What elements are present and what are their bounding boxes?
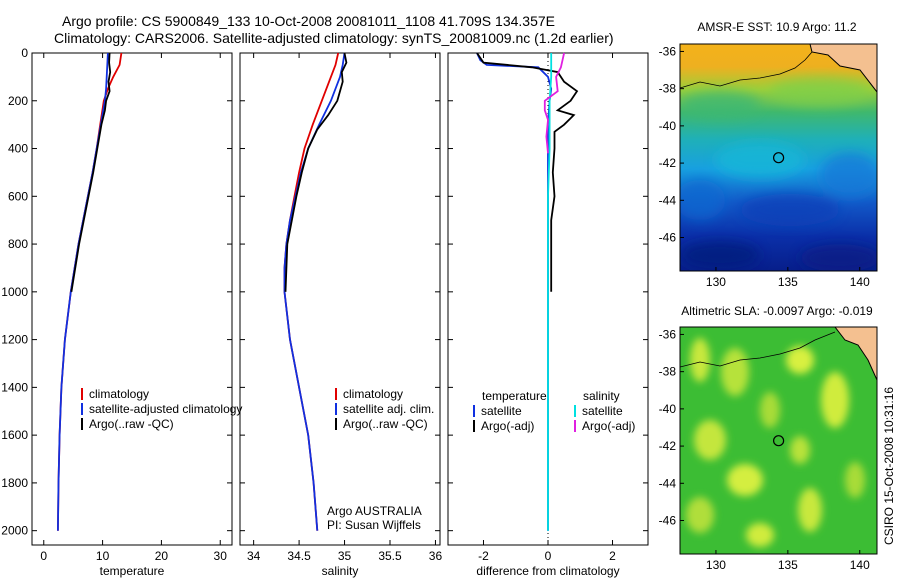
x-tick-label: 140 (850, 275, 870, 289)
series-line-1 (57, 52, 123, 531)
y-tick-label: 800 (8, 237, 28, 251)
legend-label: satellite adj. clim. (343, 402, 434, 416)
legend-label: Argo(..raw -QC) (343, 417, 428, 431)
x-tick-label: 10 (96, 549, 110, 563)
sst-map-title: AMSR-E SST: 10.9 Argo: 11.2 (697, 20, 857, 34)
y-tick-label: -42 (659, 439, 677, 453)
sla-map-title: Altimetric SLA: -0.0097 Argo: -0.019 (681, 304, 873, 318)
y-tick-label: 1200 (1, 333, 28, 347)
annotation-text: PI: Susan Wijffels (327, 518, 421, 532)
y-tick-label: -40 (659, 119, 677, 133)
series-line-1 (476, 52, 553, 531)
series-line-2 (57, 52, 109, 531)
y-tick-label: -46 (659, 231, 677, 245)
x-axis-label: temperature (100, 564, 165, 578)
y-tick-label: -42 (659, 156, 677, 170)
x-tick-label: 30 (214, 549, 228, 563)
header-line-2: Climatology: CARS2006. Satellite-adjuste… (54, 30, 614, 46)
x-tick-label: 36 (429, 549, 443, 563)
legend-label: satellite (582, 404, 623, 418)
y-tick-label: 400 (8, 142, 28, 156)
y-tick-label: 600 (8, 189, 28, 203)
y-tick-label: 1600 (1, 428, 28, 442)
y-tick-label: 1800 (1, 476, 28, 490)
legend-label: Argo(..raw -QC) (89, 417, 174, 431)
series-line-2 (283, 52, 346, 531)
y-tick-label: 1400 (1, 380, 28, 394)
series-line-3 (284, 52, 348, 292)
series-line-3 (70, 52, 112, 292)
x-tick-label: 20 (155, 549, 169, 563)
y-tick-label: -46 (659, 514, 677, 528)
y-tick-label: -44 (659, 193, 677, 207)
plot-frame (31, 52, 233, 546)
x-tick-label: 130 (706, 275, 726, 289)
x-tick-label: -2 (478, 549, 489, 563)
y-tick-label: 200 (8, 94, 28, 108)
x-tick-label: 35 (338, 549, 352, 563)
x-axis-label: salinity (322, 564, 359, 578)
x-tick-label: 34 (247, 549, 261, 563)
x-axis-label: difference from climatology (476, 564, 619, 578)
y-tick-label: -36 (659, 327, 677, 341)
x-tick-label: 130 (706, 558, 726, 572)
y-tick-label: -44 (659, 476, 677, 490)
legend-label: satellite (481, 404, 522, 418)
series-line-2 (476, 52, 579, 292)
plot-frame (239, 52, 441, 546)
x-tick-label: 135 (778, 275, 798, 289)
profile-panel-2: 34 34.5 35 35.5 36 salinity climatologysatelli… (239, 52, 443, 578)
y-tick-label: -38 (659, 365, 677, 379)
profile-panel-1: 0 10 20 30 temperature 0 200 400 600 800 1000 1200 1… (1, 46, 242, 578)
legend-label: satellite-adjusted climatology (89, 402, 242, 416)
legend-label: temperature (482, 389, 547, 403)
y-tick-label: 1000 (1, 285, 28, 299)
y-tick-label: 2000 (1, 524, 28, 538)
series-line-4 (543, 52, 565, 154)
y-tick-label: -38 (659, 82, 677, 96)
legend-label: salinity (583, 389, 620, 403)
x-tick-label: 0 (40, 549, 47, 563)
x-tick-label: 135 (778, 558, 798, 572)
legend-label: Argo(-adj) (582, 419, 635, 433)
x-tick-label: 0 (545, 549, 552, 563)
sst-map: AMSR-E SST: 10.9 Argo: 11.2 130 135 140 -36… (659, 20, 878, 289)
x-tick-label: 34.5 (287, 549, 311, 563)
x-tick-label: 140 (850, 558, 870, 572)
sla-map: Altimetric SLA: -0.0097 Argo: -0.019 (659, 304, 878, 572)
y-tick-label: -40 (659, 402, 677, 416)
side-label: CSIRO 15-Oct-2008 10:31:16 (882, 387, 896, 545)
legend-label: Argo(-adj) (481, 419, 534, 433)
y-tick-label: 0 (21, 46, 28, 60)
argo-location-marker (772, 152, 785, 164)
x-tick-label: 35.5 (378, 549, 402, 563)
header-line-1: Argo profile: CS 5900849_133 10-Oct-2008… (62, 13, 555, 29)
x-tick-label: 2 (609, 549, 616, 563)
legend-label: climatology (89, 387, 149, 401)
annotation-text: Argo AUSTRALIA (327, 504, 422, 518)
y-tick-label: -36 (659, 44, 677, 58)
legend-label: climatology (343, 387, 403, 401)
argo-location-marker (772, 435, 785, 447)
